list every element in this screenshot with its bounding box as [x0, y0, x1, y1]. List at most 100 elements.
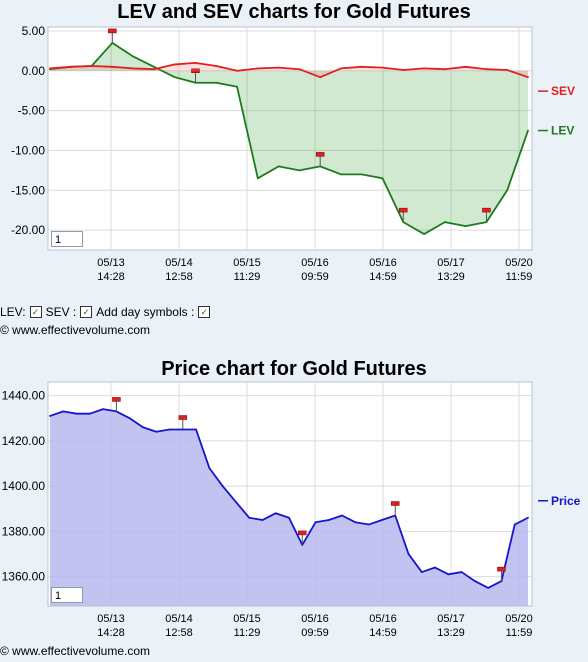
- y-tick-label: 0.00: [22, 64, 46, 78]
- data-point-sev: [215, 65, 218, 67]
- x-tick-time: 12:58: [165, 271, 193, 283]
- x-tick-time: 14:28: [97, 627, 125, 639]
- data-point-price: [434, 566, 436, 569]
- x-tick-time: 09:59: [301, 271, 329, 283]
- y-tick-label: 1380.00: [2, 524, 46, 538]
- data-point-price: [341, 514, 344, 517]
- x-tick-date: 05/15: [233, 613, 261, 625]
- data-point-lev: [132, 55, 135, 58]
- data-point-sev: [277, 66, 280, 69]
- data-point-sev: [236, 69, 238, 72]
- y-tick-label: 1360.00: [2, 570, 46, 584]
- x-tick-time: 11:29: [234, 627, 261, 639]
- x-tick-time: 11:59: [506, 627, 533, 639]
- y-tick-label: 5.00: [22, 24, 46, 38]
- y-tick-label: -10.00: [11, 143, 45, 157]
- x-tick-time: 14:28: [97, 271, 125, 283]
- day-symbol-flag: [390, 501, 400, 506]
- x-tick-date: 05/16: [301, 257, 329, 269]
- x-tick-date: 05/16: [369, 257, 397, 269]
- x-tick-date: 05/14: [165, 257, 193, 269]
- lev-zoom-input[interactable]: 1: [51, 231, 83, 247]
- data-point-lev: [360, 173, 363, 176]
- data-point-price: [274, 512, 277, 515]
- data-point-lev: [340, 173, 342, 176]
- price-chart-title: Price chart for Gold Futures: [161, 358, 427, 380]
- plot-area: [47, 381, 533, 607]
- day-symbol-flag: [315, 152, 325, 157]
- data-point-lev: [464, 225, 467, 228]
- data-point-lev: [236, 85, 238, 88]
- data-point-price: [49, 415, 51, 417]
- data-point-sev: [90, 65, 93, 67]
- data-point-price: [208, 467, 211, 469]
- data-point-price: [354, 521, 357, 524]
- x-tick-date: 05/20: [505, 613, 533, 625]
- data-point-sev: [360, 65, 363, 68]
- data-point-price: [447, 573, 450, 576]
- data-point-sev: [423, 67, 425, 70]
- data-point-price: [473, 580, 476, 583]
- x-tick-time: 12:58: [165, 627, 193, 639]
- y-tick-label: -5.00: [18, 104, 46, 118]
- data-point-price: [115, 410, 118, 413]
- x-tick-date: 05/13: [97, 257, 125, 269]
- data-point-sev: [506, 69, 509, 71]
- x-tick-date: 05/15: [233, 257, 261, 269]
- lev-checkbox[interactable]: ✓: [29, 306, 42, 318]
- data-point-price: [234, 501, 237, 503]
- data-point-price: [102, 408, 105, 411]
- copyright-bottom[interactable]: © www.effectivevolume.com: [0, 644, 151, 658]
- data-point-price: [181, 428, 184, 431]
- data-point-price: [394, 514, 397, 517]
- legend-label-lev: LEV: [551, 124, 574, 138]
- x-tick-date: 05/16: [301, 613, 329, 625]
- x-tick-time: 14:59: [369, 271, 397, 283]
- data-point-sev: [153, 68, 155, 71]
- data-point-price: [128, 417, 131, 420]
- chart-controls: LEV: ✓ SEV : ✓ Add day symbols : ✓: [0, 305, 211, 319]
- x-tick-date: 05/14: [165, 613, 193, 625]
- data-point-sev: [340, 67, 342, 70]
- legend-label-price: Price: [551, 494, 581, 508]
- data-point-price: [168, 428, 171, 431]
- x-tick-time: 13:29: [437, 627, 465, 639]
- day-symbol-flag: [112, 397, 121, 402]
- data-point-lev: [215, 81, 218, 84]
- x-tick-time: 11:29: [234, 271, 261, 283]
- series-line-sev: [49, 61, 529, 79]
- day-symbols-label: Add day symbols :: [96, 305, 195, 319]
- data-point-price: [527, 516, 529, 519]
- data-point-price: [75, 412, 78, 415]
- lev-sev-chart-title: LEV and SEV charts for Gold Futures: [117, 1, 471, 23]
- data-point-price: [62, 410, 65, 413]
- lev-sev-chart: 5.00 0.00 -5.00 -10.00 -15.00 -20.00 05/13 14:2…: [11, 24, 575, 283]
- data-point-price: [327, 519, 330, 521]
- day-symbol-flag: [482, 207, 491, 213]
- x-tick-date: 05/17: [437, 257, 465, 269]
- data-point-price: [513, 523, 516, 526]
- price-zoom-input[interactable]: 1: [51, 587, 83, 603]
- y-tick-label: -15.00: [11, 183, 45, 197]
- series-line-price: [49, 408, 529, 589]
- data-point-sev: [527, 76, 529, 79]
- data-point-sev: [173, 63, 176, 66]
- data-point-sev: [319, 76, 322, 79]
- day-symbols-checkbox[interactable]: ✓: [198, 306, 211, 318]
- data-point-price: [460, 571, 463, 573]
- data-point-sev: [485, 68, 488, 71]
- data-point-price: [314, 521, 317, 524]
- data-point-lev: [277, 165, 280, 168]
- sev-checkbox[interactable]: ✓: [80, 306, 93, 318]
- data-point-price: [367, 523, 370, 526]
- x-tick-date: 05/20: [505, 257, 533, 269]
- data-point-sev: [194, 61, 197, 64]
- data-point-lev: [443, 221, 446, 224]
- y-tick-label: 1440.00: [2, 389, 46, 403]
- data-point-lev: [381, 177, 384, 180]
- y-tick-label: -20.00: [11, 223, 45, 237]
- x-tick-date: 05/13: [97, 613, 125, 625]
- data-point-price: [288, 516, 290, 519]
- data-point-sev: [111, 65, 114, 68]
- copyright-top[interactable]: © www.effectivevolume.com: [0, 323, 151, 337]
